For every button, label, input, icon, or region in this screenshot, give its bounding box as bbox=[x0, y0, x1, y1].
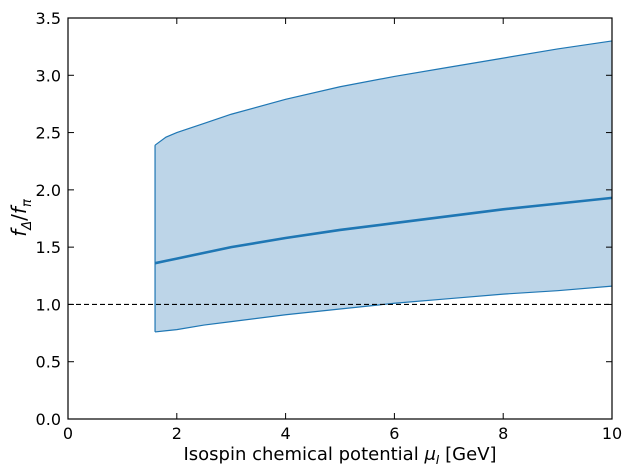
series-line-0 bbox=[154, 196, 613, 265]
x-axis-label: Isospin chemical potential μI [GeV] bbox=[183, 444, 496, 466]
plot-frame bbox=[67, 17, 613, 420]
y-tick-label: 3.0 bbox=[36, 66, 61, 85]
x-tick-label: 6 bbox=[389, 424, 399, 443]
y-tick-label: 2.0 bbox=[36, 181, 61, 200]
x-tick-label: 2 bbox=[172, 424, 182, 443]
band-upper-edge bbox=[154, 40, 613, 146]
y-tick-label: 0.5 bbox=[36, 353, 61, 372]
y-axis-label: fΔ/fπ bbox=[7, 199, 35, 237]
x-tick-label: 4 bbox=[281, 424, 291, 443]
y-tick-label: 1.5 bbox=[36, 238, 61, 257]
x-tick-label: 0 bbox=[63, 424, 73, 443]
axes: 0 2 4 6 8 10 0.0 0.5 1.0 1.5 2.0 2.5 3.0 3.5 bbox=[36, 9, 623, 443]
y-tick-label: 3.5 bbox=[36, 9, 61, 28]
x-tick-label: 8 bbox=[498, 424, 508, 443]
y-tick-label: 0.0 bbox=[36, 410, 61, 429]
y-tick-label: 2.5 bbox=[36, 124, 61, 143]
y-tick-label: 1.0 bbox=[36, 295, 61, 314]
band-fill bbox=[155, 40, 613, 332]
band-lower-edge bbox=[154, 285, 613, 333]
plot-area bbox=[68, 40, 613, 333]
x-tick-label: 10 bbox=[602, 424, 622, 443]
